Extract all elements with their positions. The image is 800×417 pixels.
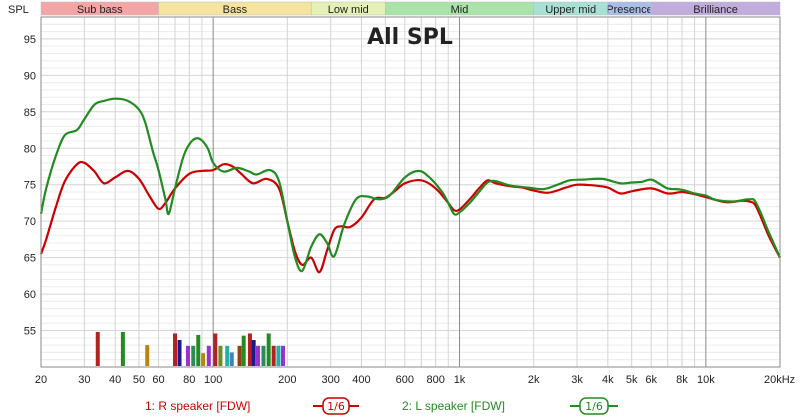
smoothing-label-l: 1/6 (585, 400, 603, 413)
histogram-bar (95, 332, 100, 366)
histogram-bar (237, 345, 242, 366)
y-tick-label: 65 (24, 253, 36, 265)
histogram-bar (241, 335, 246, 366)
band-label: Presence (606, 4, 652, 16)
x-tick-label: 60 (152, 374, 164, 386)
histogram-bar (261, 345, 266, 366)
histogram-bar (251, 340, 256, 366)
histogram-bar (213, 333, 218, 366)
x-tick-label: 1k (454, 374, 466, 386)
y-tick-label: 60 (24, 289, 36, 301)
x-tick-label: 30 (78, 374, 90, 386)
band-segment (650, 1, 781, 16)
histogram-bar (191, 345, 196, 366)
x-tick-label: 2k (528, 374, 540, 386)
y-tick-label: 90 (24, 70, 36, 82)
histogram-bar (280, 345, 285, 366)
x-axis-ticks: 20 30 40 50 60 80 100 200 300 400 600 800 1k 2k 3k 4k 5k… (35, 374, 715, 386)
histogram-bar (255, 345, 260, 366)
histogram-bar (276, 345, 281, 366)
legend-label-l-speaker[interactable]: 2: L speaker [FDW] (402, 399, 505, 413)
x-tick-label: 4k (602, 374, 614, 386)
series-line-r-speaker (39, 160, 781, 274)
x-tick-label: 5k (626, 374, 638, 386)
x-tick-label: 800 (426, 374, 444, 386)
histogram-bar (218, 345, 223, 366)
y-tick-label: 55 (24, 326, 36, 338)
histogram-bar (201, 353, 206, 366)
series-line-l-speaker (39, 97, 782, 273)
x-tick-label: 8k (676, 374, 688, 386)
histogram-bars (95, 332, 285, 366)
smoothing-indicator-l[interactable]: 1/6 (570, 397, 618, 415)
legend: 1: R speaker [FDW] 1/6 2: L speaker [FDW… (145, 397, 618, 415)
y-axis-ticks: 55 60 65 70 75 80 85 90 95 (24, 34, 36, 338)
x-axis-unit-label: 20kHz (764, 374, 795, 386)
y-axis-label: SPL (8, 4, 29, 16)
x-tick-label: 100 (204, 374, 222, 386)
y-tick-label: 75 (24, 180, 36, 192)
smoothing-indicator-r[interactable]: 1/6 (313, 397, 359, 415)
x-tick-label: 400 (352, 374, 370, 386)
histogram-bar (177, 340, 182, 366)
band-label: Bass (223, 4, 248, 16)
x-tick-label: 10k (697, 374, 715, 386)
histogram-bar (266, 333, 271, 366)
histogram-bar (120, 332, 125, 366)
histogram-bar (185, 345, 190, 366)
chart-title: All SPL (367, 25, 453, 50)
y-tick-label: 80 (24, 143, 36, 155)
y-tick-label: 70 (24, 216, 36, 228)
histogram-bar (206, 345, 211, 366)
band-label: Low mid (328, 4, 369, 16)
x-tick-label: 80 (183, 374, 195, 386)
histogram-bar (173, 333, 178, 366)
x-tick-label: 20 (35, 374, 47, 386)
x-tick-label: 600 (396, 374, 414, 386)
x-tick-label: 50 (133, 374, 145, 386)
smoothing-label-r: 1/6 (327, 400, 345, 413)
histogram-bar (229, 352, 234, 366)
band-label: Mid (451, 4, 469, 16)
y-tick-label: 95 (24, 34, 36, 46)
x-tick-label: 200 (278, 374, 296, 386)
x-tick-label: 3k (571, 374, 583, 386)
histogram-bar (145, 345, 150, 366)
legend-label-r-speaker[interactable]: 1: R speaker [FDW] (145, 399, 250, 413)
x-tick-label: 40 (109, 374, 121, 386)
histogram-bar (196, 334, 201, 366)
band-label: Upper mid (545, 4, 596, 16)
plot-border (40, 16, 781, 368)
y-tick-label: 85 (24, 107, 36, 119)
band-label: Brilliance (693, 4, 738, 16)
band-label: Sub bass (77, 4, 123, 16)
histogram-bar (225, 345, 230, 366)
histogram-bar (247, 333, 252, 366)
histogram-bar (271, 345, 276, 366)
frequency-band-strip: Sub bass Bass Low mid Mid Upper mid Presence B… (40, 1, 781, 16)
x-tick-label: 300 (322, 374, 340, 386)
x-tick-label: 6k (645, 374, 657, 386)
series-lines (39, 97, 782, 274)
